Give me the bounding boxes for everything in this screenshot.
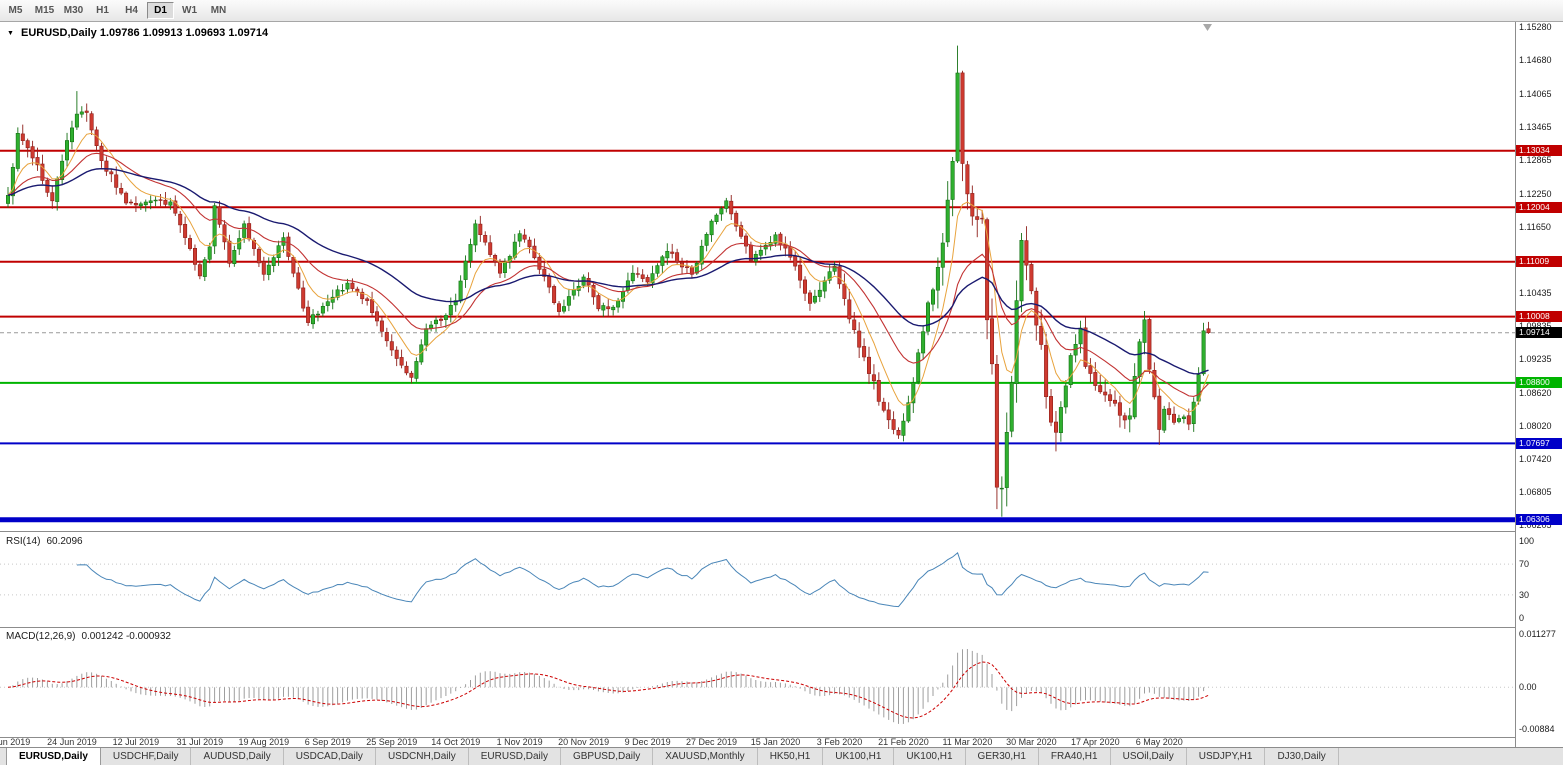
chart-tab[interactable]: GER30,H1: [966, 748, 1039, 765]
price-axis-label: 1.14065: [1519, 89, 1552, 100]
price-chart-canvas[interactable]: [0, 22, 1516, 747]
price-axis-label: 1.09235: [1519, 354, 1552, 365]
chart-tab[interactable]: USDJPY,H1: [1187, 748, 1266, 765]
date-label: 11 Mar 2020: [942, 737, 993, 747]
date-label: 15 Jan 2020: [750, 737, 801, 747]
price-level-badge: 1.11009: [1516, 256, 1562, 268]
rsi-axis-label: 100: [1519, 536, 1535, 546]
rsi-axis-label: 0: [1519, 613, 1525, 623]
chart-tab[interactable]: USDCAD,Daily: [284, 748, 376, 765]
current-price-badge: 1.09714: [1516, 327, 1562, 339]
chart-title: ▼ EURUSD,Daily 1.09786 1.09913 1.09693 1…: [7, 27, 268, 39]
date-label: 6 May 2020: [1135, 737, 1183, 747]
ma-line-medium: [7, 152, 1209, 397]
chart-tab[interactable]: UK100,H1: [823, 748, 895, 765]
price-axis-label: 1.12250: [1519, 188, 1552, 199]
date-label: 25 Sep 2019: [366, 737, 418, 747]
chart-tab[interactable]: XAUUSD,Monthly: [653, 748, 758, 765]
ma-line-fast: [7, 132, 1209, 413]
price-axis-label: 1.08620: [1519, 387, 1552, 398]
chart-dropdown-icon[interactable]: ▼: [7, 30, 14, 37]
date-label: 19 Aug 2019: [238, 737, 290, 747]
chart-tab[interactable]: USDCNH,Daily: [376, 748, 469, 765]
macd-value: 0.001242 -0.000932: [81, 631, 171, 642]
timeframe-button-w1[interactable]: W1: [182, 5, 197, 16]
chart-title-symbol: EURUSD,Daily: [21, 27, 97, 39]
price-axis-label: 1.06805: [1519, 487, 1552, 498]
chart-tab[interactable]: EURUSD,Daily: [469, 748, 561, 765]
timeframe-button-d1[interactable]: D1: [147, 2, 174, 19]
date-label: 3 Feb 2020: [816, 737, 863, 747]
price-level-badge: 1.06306: [1516, 514, 1562, 526]
macd-label: MACD(12,26,9) 0.001242 -0.000932: [6, 631, 177, 642]
timeframe-button-m30[interactable]: M30: [63, 5, 84, 16]
price-level-badge: 1.07697: [1516, 437, 1562, 449]
chart-tab[interactable]: UK100,H1: [894, 748, 966, 765]
date-label: 12 Jul 2019: [112, 737, 160, 747]
date-label: 31 Jul 2019: [176, 737, 224, 747]
chart-tab[interactable]: GBPUSD,Daily: [561, 748, 654, 765]
price-axis-label: 1.09835: [1519, 321, 1552, 332]
rsi-axis-label: 70: [1519, 559, 1530, 570]
price-axis-label: 1.15280: [1519, 22, 1552, 33]
rsi-value: 60.2096: [46, 536, 83, 547]
date-label: 27 Dec 2019: [686, 737, 738, 747]
candles-layer: [6, 45, 1211, 517]
date-label: 1 Nov 2019: [496, 737, 543, 747]
chart-title-ohlc: 1.09786 1.09913 1.09693 1.09714: [99, 27, 269, 39]
chart-area: ▼ EURUSD,Daily 1.09786 1.09913 1.09693 1…: [0, 22, 1563, 747]
chart-tab[interactable]: AUDUSD,Daily: [191, 748, 284, 765]
chart-shift-marker-icon[interactable]: [1203, 24, 1212, 31]
rsi-axis-label: 30: [1519, 589, 1530, 600]
macd-axis-label: -0.00884: [1519, 724, 1555, 734]
date-label: 24 Jun 2019: [47, 737, 97, 747]
price-axis-label: 1.10435: [1519, 288, 1552, 299]
macd-axis-label: 0.011277: [1519, 629, 1556, 639]
time-axis: 5 Jun 2019 24 Jun 2019 12 Jul 2019 31 Jul 2…: [0, 737, 1516, 747]
timeframe-button-mn[interactable]: MN: [210, 5, 227, 16]
rsi-line: [76, 552, 1209, 608]
price-level-badge: 1.08800: [1516, 377, 1562, 389]
chart-tab[interactable]: EURUSD,Daily: [6, 748, 101, 765]
chart-tab[interactable]: USDCHF,Daily: [101, 748, 192, 765]
timeframe-button-h1[interactable]: H1: [96, 5, 109, 16]
price-axis-label: 1.08020: [1519, 420, 1552, 431]
macd-axis-label: 0.00: [1519, 682, 1537, 693]
date-label: 20 Nov 2019: [558, 737, 610, 747]
timeframe-toolbar: M5 M15 M30 H1 H4 D1 W1 MN: [0, 0, 1563, 22]
price-level-badge: 1.12004: [1516, 201, 1562, 213]
date-label: 30 Mar 2020: [1006, 737, 1057, 747]
timeframe-button-h4[interactable]: H4: [125, 5, 138, 16]
price-level-badge: 1.10008: [1516, 311, 1562, 323]
rsi-name: RSI(14): [6, 536, 41, 547]
timeframe-button-m5[interactable]: M5: [8, 5, 23, 16]
date-label: 17 Apr 2020: [1071, 737, 1120, 747]
date-label: 21 Feb 2020: [878, 737, 929, 747]
date-label: 14 Oct 2019: [431, 737, 481, 747]
date-label: 5 Jun 2019: [0, 737, 31, 747]
ma-line-slow: [7, 167, 1209, 375]
price-level-badge: 1.13034: [1516, 145, 1562, 157]
price-axis-label: 1.14680: [1519, 55, 1552, 66]
macd-histogram: [12, 649, 1209, 724]
chart-tabs: EURUSD,Daily USDCHF,Daily AUDUSD,Daily USDC…: [0, 747, 1563, 765]
price-axis-label: 1.06205: [1519, 520, 1552, 531]
macd-name: MACD(12,26,9): [6, 631, 76, 642]
rsi-label: RSI(14) 60.2096: [6, 536, 89, 547]
chart-tab[interactable]: USOil,Daily: [1111, 748, 1187, 765]
chart-tab[interactable]: HK50,H1: [758, 748, 824, 765]
price-axis-label: 1.13465: [1519, 122, 1552, 133]
price-axis-label: 1.11650: [1519, 221, 1551, 232]
price-axis-label: 1.12865: [1519, 154, 1552, 165]
price-axis: 1.15280 1.14680 1.14065 1.13465 1.12865 1.122…: [1516, 22, 1563, 747]
chart-tab[interactable]: FRA40,H1: [1039, 748, 1111, 765]
timeframe-button-m15[interactable]: M15: [34, 5, 55, 16]
macd-signal-line: [7, 661, 1209, 719]
price-axis-label: 1.07420: [1519, 453, 1552, 464]
date-label: 6 Sep 2019: [304, 737, 351, 747]
chart-tab[interactable]: DJ30,Daily: [1265, 748, 1339, 765]
date-label: 9 Dec 2019: [624, 737, 671, 747]
